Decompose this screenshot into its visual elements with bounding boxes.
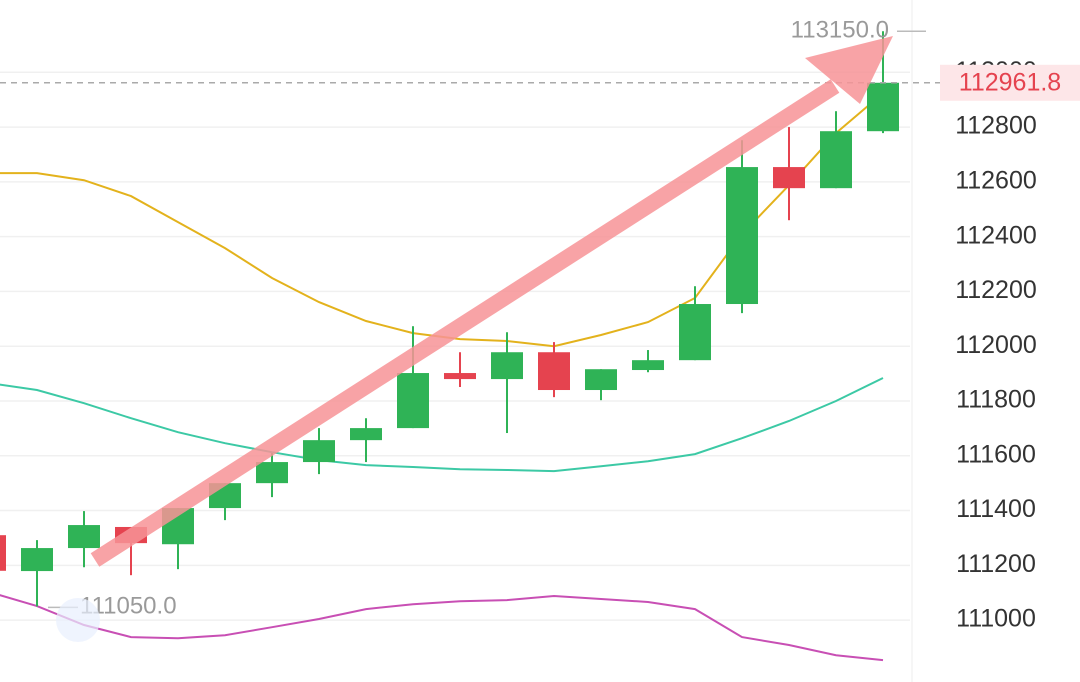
y-tick-label: 111600 [956,440,1036,468]
zoom-icon [56,598,100,642]
trend-arrow [90,36,893,567]
candle-body [397,373,429,429]
y-tick-label: 111200 [956,550,1036,578]
y-tick-label: 112800 [955,112,1037,140]
y-tick-label: 111000 [956,605,1036,633]
y-tick-label: 112600 [955,166,1037,194]
candle-body [68,525,100,549]
y-tick-label: 112200 [955,276,1037,304]
y-tick-label: 111400 [956,495,1036,523]
candle-body [773,167,805,189]
last-price-label: 112961.8 [959,68,1061,96]
y-tick-label: 112000 [955,331,1037,359]
candle-body [820,131,852,189]
moving-average-line [0,594,884,662]
candle-body [632,360,664,371]
arrow-shaft [90,79,840,567]
candle-body [585,369,617,391]
high-annotation: 113150.0 [791,17,889,44]
candle-body [444,373,476,380]
candle-body [538,352,570,391]
last-price-tag [940,64,1080,101]
candle-body [303,440,335,463]
candle-body [867,82,899,132]
candle-body [0,535,6,571]
candle-body [256,462,288,484]
y-tick-label: 111800 [956,386,1036,414]
candle-body [350,428,382,441]
arrow-head [805,36,893,104]
candle-body [21,548,53,572]
candle-body [491,352,523,380]
candle-body [679,304,711,361]
candle-body [726,167,758,305]
y-tick-label: 112400 [955,221,1037,249]
moving-average-line [0,377,884,473]
